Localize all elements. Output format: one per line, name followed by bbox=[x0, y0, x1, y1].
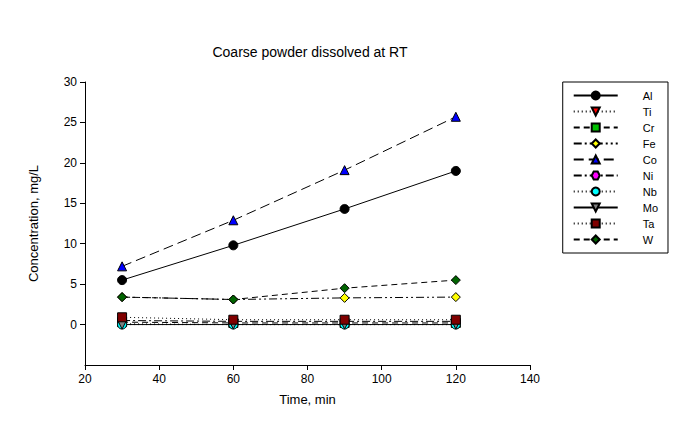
svg-text:Time, min: Time, min bbox=[279, 392, 336, 407]
svg-text:15: 15 bbox=[64, 196, 78, 210]
svg-text:120: 120 bbox=[446, 372, 466, 386]
svg-text:10: 10 bbox=[64, 237, 78, 251]
svg-text:30: 30 bbox=[64, 75, 78, 89]
svg-text:Ti: Ti bbox=[643, 106, 652, 118]
svg-text:100: 100 bbox=[372, 372, 392, 386]
svg-text:80: 80 bbox=[301, 372, 315, 386]
svg-text:Ni: Ni bbox=[643, 170, 653, 182]
svg-text:Nb: Nb bbox=[643, 186, 657, 198]
svg-text:Coarse powder dissolved at RT: Coarse powder dissolved at RT bbox=[212, 44, 408, 60]
svg-text:W: W bbox=[643, 234, 654, 246]
svg-text:Fe: Fe bbox=[643, 138, 656, 150]
svg-text:0: 0 bbox=[70, 318, 77, 332]
svg-text:Cr: Cr bbox=[643, 122, 655, 134]
svg-text:Mo: Mo bbox=[643, 202, 658, 214]
svg-text:40: 40 bbox=[152, 372, 166, 386]
svg-text:Al: Al bbox=[643, 90, 653, 102]
svg-text:20: 20 bbox=[78, 372, 92, 386]
svg-text:Ta: Ta bbox=[643, 218, 656, 230]
svg-text:60: 60 bbox=[227, 372, 241, 386]
svg-text:Co: Co bbox=[643, 154, 657, 166]
svg-text:25: 25 bbox=[64, 115, 78, 129]
svg-text:5: 5 bbox=[70, 277, 77, 291]
svg-text:140: 140 bbox=[520, 372, 540, 386]
svg-text:Concentration, mg/L: Concentration, mg/L bbox=[26, 165, 41, 282]
svg-text:20: 20 bbox=[64, 156, 78, 170]
